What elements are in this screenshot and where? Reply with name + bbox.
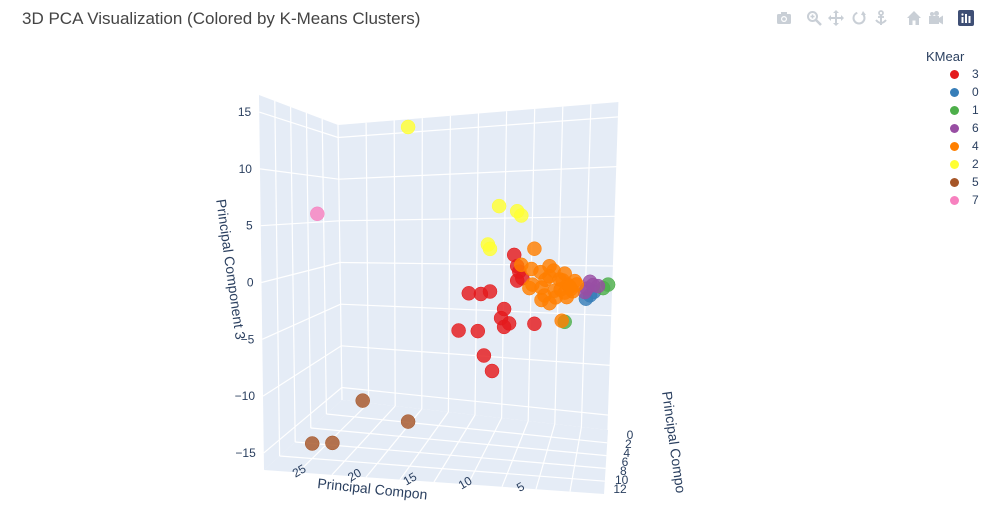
- data-point[interactable]: [491, 198, 507, 214]
- z-tick-label: 0: [247, 276, 254, 290]
- data-point[interactable]: [470, 323, 486, 339]
- camera-icon[interactable]: [776, 10, 792, 26]
- legend-label: 2: [972, 157, 979, 171]
- legend-label: 7: [972, 193, 979, 207]
- legend-item-7[interactable]: 7: [926, 192, 1000, 210]
- orbit-icon[interactable]: [851, 10, 867, 26]
- legend-label: 0: [972, 85, 979, 99]
- data-point[interactable]: [355, 393, 370, 408]
- legend-item-0[interactable]: 0: [926, 84, 1000, 102]
- y-tick-label: 8: [620, 464, 627, 478]
- data-point[interactable]: [509, 273, 525, 288]
- legend-item-3[interactable]: 3: [926, 66, 1000, 84]
- data-points: [304, 119, 616, 451]
- legend-label: 5: [972, 175, 979, 189]
- legend-items: 3 0 1 6 4 2 5 7: [926, 66, 1000, 210]
- y-tick-label: 2: [625, 437, 632, 451]
- legend-marker: [950, 160, 959, 169]
- pan-icon[interactable]: [828, 10, 844, 26]
- legend-label: 1: [972, 103, 979, 117]
- legend: KMear 3 0 1 6 4 2 5 7: [926, 48, 1000, 210]
- data-point[interactable]: [325, 435, 340, 451]
- legend-label: 4: [972, 139, 979, 153]
- legend-label: 3: [972, 67, 979, 81]
- camera-view-icon[interactable]: [928, 10, 944, 26]
- y-tick-label: 0: [627, 428, 634, 442]
- data-point[interactable]: [451, 323, 466, 338]
- data-point[interactable]: [482, 241, 498, 257]
- legend-item-5[interactable]: 5: [926, 174, 1000, 192]
- data-point[interactable]: [565, 284, 581, 299]
- data-point[interactable]: [514, 208, 529, 223]
- legend-marker: [950, 70, 959, 79]
- back-wall: [338, 102, 619, 430]
- z-axis-title: Principal Component 3: [213, 198, 249, 341]
- turntable-icon[interactable]: [873, 10, 889, 26]
- data-point[interactable]: [482, 284, 498, 299]
- data-point[interactable]: [554, 313, 569, 328]
- y-tick-label: 10: [615, 473, 629, 487]
- z-tick-label: −5: [241, 332, 255, 346]
- y-tick-label: 6: [622, 455, 629, 469]
- series-2: [400, 119, 529, 257]
- data-point[interactable]: [310, 206, 325, 222]
- series-7: [310, 206, 325, 222]
- data-point[interactable]: [557, 266, 572, 281]
- z-tick-label: −15: [235, 446, 256, 460]
- legend-item-4[interactable]: 4: [926, 138, 1000, 156]
- data-point[interactable]: [484, 363, 500, 379]
- x-axis-ticks: 25 20 15 10 5: [290, 461, 527, 494]
- legend-item-6[interactable]: 6: [926, 120, 1000, 138]
- zoom-icon[interactable]: [806, 10, 822, 26]
- legend-marker: [950, 142, 959, 151]
- y-tick-label: 4: [623, 446, 630, 460]
- y-tick-label: 12: [613, 482, 627, 496]
- x-tick-label: 15: [401, 469, 420, 488]
- data-point[interactable]: [522, 280, 537, 296]
- legend-item-1[interactable]: 1: [926, 102, 1000, 120]
- data-point[interactable]: [527, 316, 542, 332]
- data-point[interactable]: [400, 414, 416, 429]
- x-tick-label: 10: [456, 473, 475, 492]
- plotly-logo-icon[interactable]: [958, 10, 974, 26]
- legend-marker: [950, 178, 959, 187]
- z-tick-label: 15: [238, 105, 252, 119]
- legend-marker: [950, 88, 959, 97]
- z-tick-label: 10: [239, 162, 253, 176]
- z-tick-label: 5: [246, 219, 253, 233]
- chart-title: 3D PCA Visualization (Colored by K-Means…: [22, 9, 421, 28]
- data-point[interactable]: [533, 264, 548, 280]
- legend-item-2[interactable]: 2: [926, 156, 1000, 174]
- x-tick-label: 20: [345, 465, 364, 484]
- data-point[interactable]: [527, 241, 542, 256]
- data-point[interactable]: [400, 119, 416, 135]
- legend-label: 6: [972, 121, 979, 135]
- data-point[interactable]: [496, 319, 512, 335]
- floor-plane: [264, 400, 608, 494]
- legend-title: KMear: [926, 49, 965, 64]
- data-point[interactable]: [304, 436, 320, 451]
- home-icon[interactable]: [906, 10, 922, 26]
- legend-marker: [950, 106, 959, 115]
- legend-marker: [950, 124, 959, 133]
- left-wall: [259, 95, 342, 470]
- z-axis-ticks: 15 10 5 0 −5 −10 −15: [235, 105, 256, 460]
- y-axis-title: Principal Compo: [659, 390, 689, 494]
- z-tick-label: −10: [235, 389, 256, 403]
- x-tick-label: 25: [290, 461, 309, 480]
- series-4: [514, 241, 585, 328]
- data-point[interactable]: [476, 348, 492, 363]
- data-point[interactable]: [542, 295, 557, 311]
- legend-marker: [950, 196, 959, 205]
- series-5: [304, 393, 416, 451]
